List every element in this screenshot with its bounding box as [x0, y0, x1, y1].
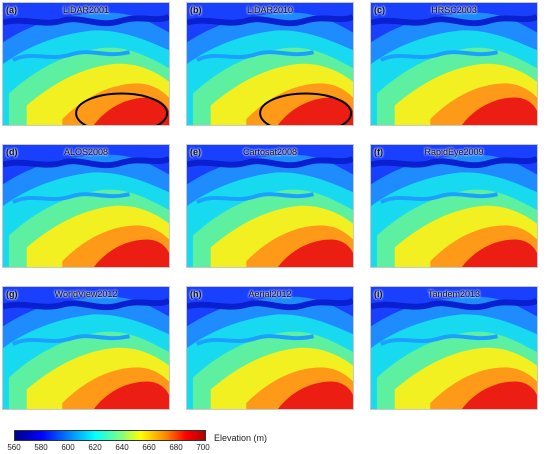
peak-elevation-area	[461, 381, 537, 409]
peak-elevation-area	[461, 97, 537, 125]
peak-elevation-area	[93, 381, 169, 409]
elevation-map	[371, 145, 537, 267]
map-panel-b: (b) LiDAR2010	[186, 2, 354, 126]
map-panel-f: (f) RapidEye2009	[370, 144, 538, 268]
panel-label: (d)	[6, 147, 18, 157]
panel-title: Aerial2012	[248, 289, 292, 299]
panel-label: (e)	[190, 147, 201, 157]
panel-title: LiDAR2010	[246, 5, 294, 15]
peak-elevation-area	[277, 381, 353, 409]
side-channel	[11, 334, 130, 346]
side-channel	[195, 192, 314, 204]
panel-label: (g)	[6, 289, 18, 299]
map-panel-a: (a) LiDAR2001	[2, 2, 170, 126]
river-channel	[187, 298, 353, 311]
colorbar-tick: 580	[34, 443, 48, 452]
side-channel	[379, 192, 498, 204]
elevation-colorbar	[14, 430, 206, 441]
panel-title: RapidEye2009	[424, 147, 484, 157]
peak-elevation-area	[93, 97, 169, 125]
colorbar-tick: 660	[142, 443, 156, 452]
highlight-ellipse	[259, 92, 352, 125]
side-channel	[195, 334, 314, 346]
panel-label: (h)	[190, 289, 202, 299]
elevation-map	[187, 3, 353, 125]
colorbar-tick: 640	[115, 443, 129, 452]
colorbar-tick: 680	[169, 443, 183, 452]
panel-label: (a)	[6, 5, 17, 15]
highlight-ellipse	[75, 92, 168, 125]
river-channel	[371, 156, 537, 169]
side-channel	[11, 192, 130, 204]
map-panel-g: (g) WorldView2012	[2, 286, 170, 410]
panel-title: Tandem2013	[427, 289, 481, 299]
river-channel	[3, 156, 169, 169]
colorbar-tick: 600	[61, 443, 75, 452]
side-channel	[11, 50, 130, 62]
elevation-map	[371, 3, 537, 125]
colorbar-ticks: 560 580 600 620 640 660 680 700	[0, 443, 550, 453]
elevation-map	[3, 287, 169, 409]
peak-elevation-area	[461, 239, 537, 267]
river-channel	[371, 298, 537, 311]
peak-elevation-area	[277, 239, 353, 267]
elevation-map	[371, 287, 537, 409]
river-channel	[3, 14, 169, 27]
map-panel-d: (d) ALOS2008	[2, 144, 170, 268]
side-channel	[379, 334, 498, 346]
panel-title: Cartosat2008	[242, 147, 298, 157]
panel-title: LiDAR2001	[62, 5, 110, 15]
panel-label: (c)	[374, 5, 385, 15]
peak-elevation-area	[93, 239, 169, 267]
elevation-map	[187, 287, 353, 409]
panel-label: (f)	[374, 147, 383, 157]
side-channel	[379, 50, 498, 62]
panel-title: HRSC2003	[431, 5, 477, 15]
side-channel	[195, 50, 314, 62]
map-panel-i: (i) Tandem2013	[370, 286, 538, 410]
elevation-map	[3, 145, 169, 267]
elevation-map	[3, 3, 169, 125]
elevation-map	[187, 145, 353, 267]
colorbar-tick: 700	[196, 443, 210, 452]
map-panel-c: (c) HRSC2003	[370, 2, 538, 126]
map-panel-e: (e) Cartosat2008	[186, 144, 354, 268]
panel-label: (b)	[190, 5, 202, 15]
panel-title: WorldView2012	[54, 289, 118, 299]
river-channel	[371, 14, 537, 27]
colorbar-tick: 560	[7, 443, 21, 452]
river-channel	[187, 156, 353, 169]
panel-title: ALOS2008	[63, 147, 109, 157]
peak-elevation-area	[277, 97, 353, 125]
river-channel	[187, 14, 353, 27]
panel-label: (i)	[374, 289, 383, 299]
map-panel-h: (h) Aerial2012	[186, 286, 354, 410]
colorbar-unit-label: Elevation (m)	[214, 433, 268, 443]
river-channel	[3, 298, 169, 311]
colorbar-tick: 620	[88, 443, 102, 452]
